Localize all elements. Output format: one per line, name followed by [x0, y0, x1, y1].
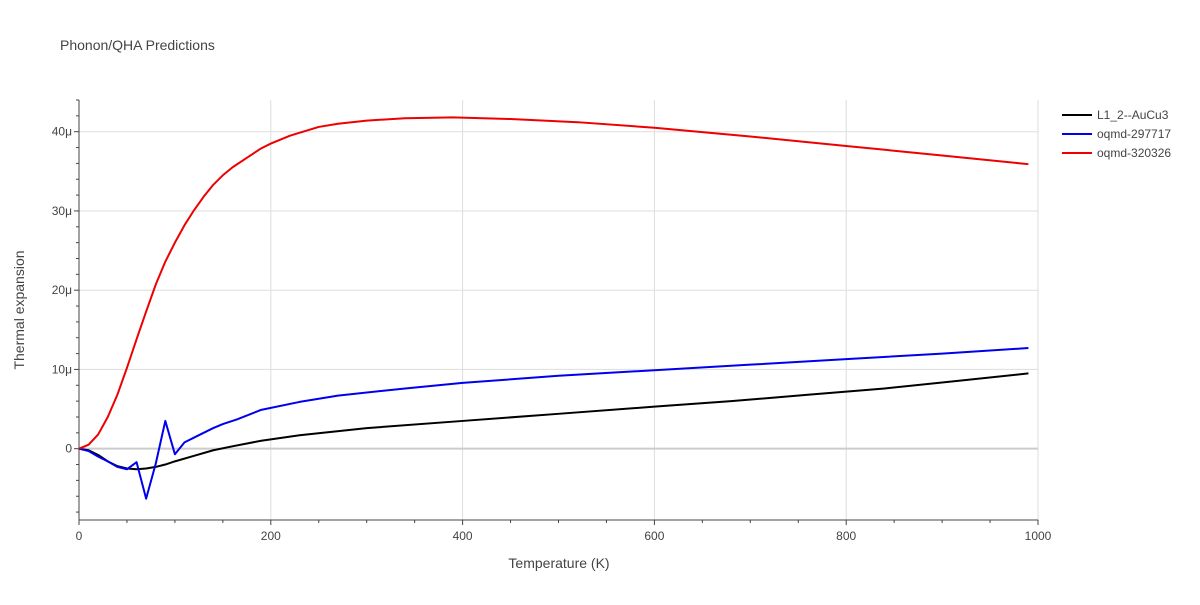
x-tick-label: 400 [453, 529, 473, 543]
legend: L1_2--AuCu3 oqmd-297717 oqmd-320326 [1062, 108, 1171, 160]
axes: 0 200 400 600 800 1000 0 10μ 20μ 30μ 40μ [52, 99, 1052, 543]
series-line-oqmd-297717 [78, 347, 1029, 500]
series-line-L1_2--AuCu3 [78, 372, 1029, 471]
plot-area [78, 116, 1029, 500]
y-tick-label: 40μ [52, 125, 72, 139]
x-tick-label: 1000 [1025, 529, 1052, 543]
x-tick-label: 200 [261, 529, 281, 543]
legend-label: oqmd-320326 [1097, 146, 1171, 160]
x-tick-label: 0 [76, 529, 83, 543]
grid-lines [79, 100, 1039, 520]
legend-label: oqmd-297717 [1097, 127, 1171, 141]
chart-title: Phonon/QHA Predictions [60, 37, 215, 53]
x-axis-title: Temperature (K) [508, 555, 609, 571]
y-axis-title: Thermal expansion [11, 250, 27, 369]
y-tick-label: 0 [65, 442, 72, 456]
series-line-oqmd-320326 [78, 116, 1029, 450]
legend-label: L1_2--AuCu3 [1097, 108, 1169, 122]
x-tick-label: 600 [644, 529, 664, 543]
y-tick-label: 20μ [52, 283, 72, 297]
y-tick-label: 10μ [52, 362, 72, 376]
x-tick-label: 800 [836, 529, 856, 543]
y-tick-label: 30μ [52, 204, 72, 218]
